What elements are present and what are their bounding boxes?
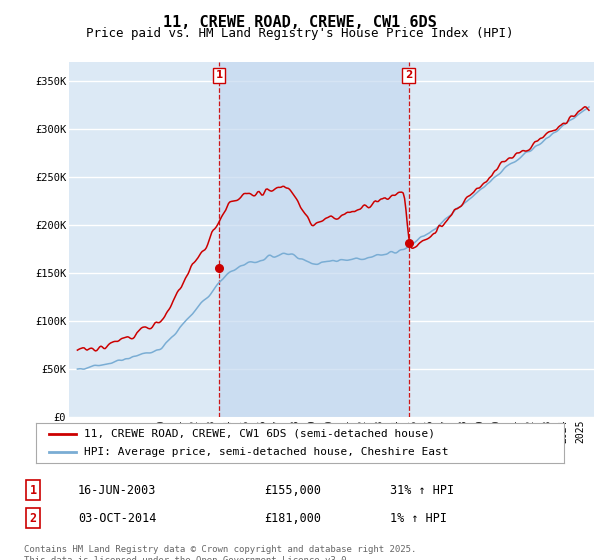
Text: Price paid vs. HM Land Registry's House Price Index (HPI): Price paid vs. HM Land Registry's House …	[86, 27, 514, 40]
Text: Contains HM Land Registry data © Crown copyright and database right 2025.
This d: Contains HM Land Registry data © Crown c…	[24, 545, 416, 560]
Text: HPI: Average price, semi-detached house, Cheshire East: HPI: Average price, semi-detached house,…	[83, 447, 448, 457]
Text: 1% ↑ HPI: 1% ↑ HPI	[390, 511, 447, 525]
Text: £155,000: £155,000	[264, 483, 321, 497]
Text: 2: 2	[29, 511, 37, 525]
Text: 11, CREWE ROAD, CREWE, CW1 6DS (semi-detached house): 11, CREWE ROAD, CREWE, CW1 6DS (semi-det…	[83, 429, 434, 438]
Text: 03-OCT-2014: 03-OCT-2014	[78, 511, 157, 525]
Text: £181,000: £181,000	[264, 511, 321, 525]
Text: 2: 2	[405, 71, 412, 81]
Bar	[219, 62, 409, 417]
Text: 31% ↑ HPI: 31% ↑ HPI	[390, 483, 454, 497]
Text: 11, CREWE ROAD, CREWE, CW1 6DS: 11, CREWE ROAD, CREWE, CW1 6DS	[163, 15, 437, 30]
Text: 16-JUN-2003: 16-JUN-2003	[78, 483, 157, 497]
Text: 1: 1	[215, 71, 223, 81]
Text: 1: 1	[29, 483, 37, 497]
